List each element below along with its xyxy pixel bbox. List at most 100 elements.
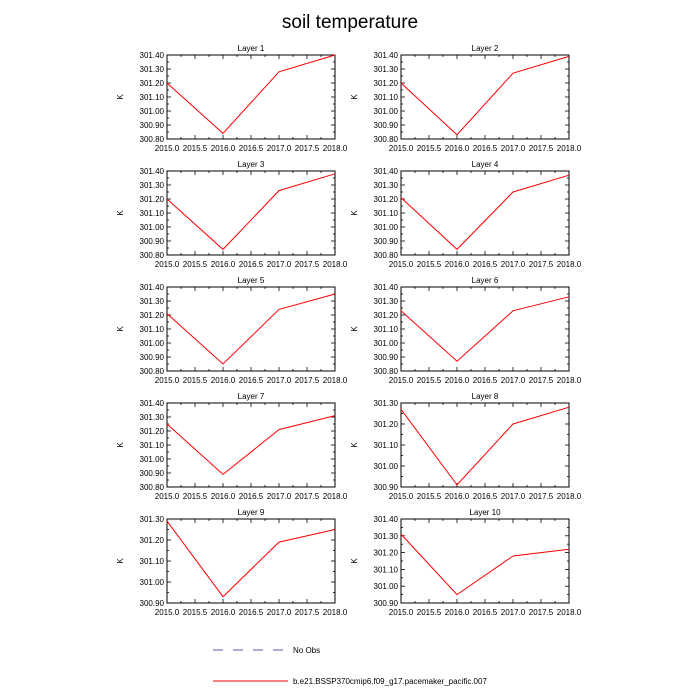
y-tick-label: 301.10: [374, 565, 399, 574]
x-tick-label: 2015.5: [183, 144, 208, 153]
panel-title: Layer 2: [472, 44, 499, 53]
y-tick-label: 300.90: [140, 599, 165, 608]
x-tick-label: 2016.0: [445, 260, 470, 269]
y-tick-label: 301.30: [374, 65, 399, 74]
x-tick-label: 2015.5: [417, 144, 442, 153]
series-line: [400, 406, 570, 486]
y-tick-label: 301.00: [140, 107, 165, 116]
x-tick-label: 2015.0: [155, 260, 180, 269]
y-tick-label: 301.00: [374, 223, 399, 232]
y-tick-label: 301.40: [374, 51, 399, 60]
x-tick-label: 2018.0: [323, 260, 348, 269]
y-tick-label: 301.00: [140, 223, 165, 232]
y-tick-label: 301.00: [140, 339, 165, 348]
x-tick-label: 2016.5: [473, 608, 498, 617]
x-tick-label: 2017.5: [295, 608, 320, 617]
x-tick-label: 2016.5: [239, 376, 264, 385]
panel-title: Layer 6: [472, 276, 499, 285]
x-tick-label: 2015.0: [155, 492, 180, 501]
x-tick-label: 2017.5: [529, 492, 554, 501]
y-tick-label: 301.40: [140, 167, 165, 176]
x-tick-label: 2015.5: [183, 376, 208, 385]
x-tick-label: 2017.0: [267, 608, 292, 617]
x-tick-label: 2016.5: [473, 376, 498, 385]
x-tick-label: 2017.0: [501, 144, 526, 153]
x-tick-label: 2017.0: [501, 376, 526, 385]
y-tick-label: 300.80: [374, 135, 399, 144]
y-tick-label: 300.90: [374, 483, 399, 492]
y-tick-label: 301.20: [140, 536, 165, 545]
y-tick-label: 301.00: [140, 578, 165, 587]
panel-title: Layer 5: [238, 276, 265, 285]
x-tick-label: 2016.5: [239, 260, 264, 269]
y-tick-label: 301.20: [140, 311, 165, 320]
y-tick-label: 301.20: [374, 79, 399, 88]
y-tick-label: 301.40: [374, 515, 399, 524]
y-tick-label: 301.10: [374, 325, 399, 334]
x-tick-label: 2015.0: [389, 608, 414, 617]
x-tick-label: 2017.5: [529, 144, 554, 153]
x-tick-label: 2018.0: [323, 144, 348, 153]
y-tick-label: 301.30: [140, 181, 165, 190]
x-tick-label: 2016.0: [445, 492, 470, 501]
y-tick-label: 301.10: [374, 209, 399, 218]
x-tick-label: 2017.5: [529, 608, 554, 617]
plot-frame: [166, 54, 336, 140]
series-line: [400, 174, 570, 251]
x-tick-label: 2015.0: [155, 608, 180, 617]
y-tick-label: 300.90: [140, 237, 165, 246]
panel-title: Layer 3: [238, 160, 265, 169]
y-tick-label: 300.80: [374, 367, 399, 376]
plot-frame: [166, 518, 336, 604]
x-tick-label: 2017.0: [267, 260, 292, 269]
x-tick-label: 2016.0: [211, 144, 236, 153]
plot-frame: [166, 286, 336, 372]
y-axis-label: K: [116, 558, 125, 564]
y-axis-label: K: [116, 442, 125, 448]
y-tick-label: 300.80: [140, 251, 165, 260]
y-tick-label: 301.10: [140, 441, 165, 450]
y-axis-label: K: [350, 210, 359, 216]
panel-title: Layer 4: [472, 160, 499, 169]
x-tick-label: 2018.0: [557, 260, 582, 269]
y-tick-label: 301.30: [374, 297, 399, 306]
x-tick-label: 2015.0: [389, 144, 414, 153]
y-tick-label: 301.40: [140, 399, 165, 408]
x-tick-label: 2016.5: [239, 492, 264, 501]
y-axis-label: K: [116, 210, 125, 216]
y-tick-label: 300.80: [140, 135, 165, 144]
y-tick-label: 301.20: [374, 311, 399, 320]
x-tick-label: 2018.0: [323, 608, 348, 617]
x-tick-label: 2017.5: [529, 376, 554, 385]
y-tick-label: 301.30: [140, 65, 165, 74]
y-tick-label: 300.80: [140, 367, 165, 376]
series-line: [166, 415, 336, 476]
panel-title: Layer 10: [469, 508, 501, 517]
x-tick-label: 2015.5: [417, 376, 442, 385]
plot-frame: [166, 170, 336, 256]
x-tick-label: 2015.0: [389, 260, 414, 269]
x-tick-label: 2016.0: [445, 144, 470, 153]
panel-title: Layer 8: [472, 392, 499, 401]
x-tick-label: 2016.5: [239, 144, 264, 153]
x-tick-label: 2015.5: [417, 492, 442, 501]
series-line: [166, 173, 336, 251]
panel-title: Layer 7: [238, 392, 265, 401]
x-tick-label: 2017.5: [295, 260, 320, 269]
x-tick-label: 2016.0: [211, 260, 236, 269]
y-tick-label: 301.20: [374, 195, 399, 204]
panel-title: Layer 1: [238, 44, 265, 53]
x-tick-label: 2017.0: [267, 492, 292, 501]
legend-label-model: b.e21.BSSP370cmip6.f09_g17.pacemaker_pac…: [293, 677, 487, 686]
y-tick-label: 301.10: [374, 93, 399, 102]
y-tick-label: 300.90: [374, 599, 399, 608]
